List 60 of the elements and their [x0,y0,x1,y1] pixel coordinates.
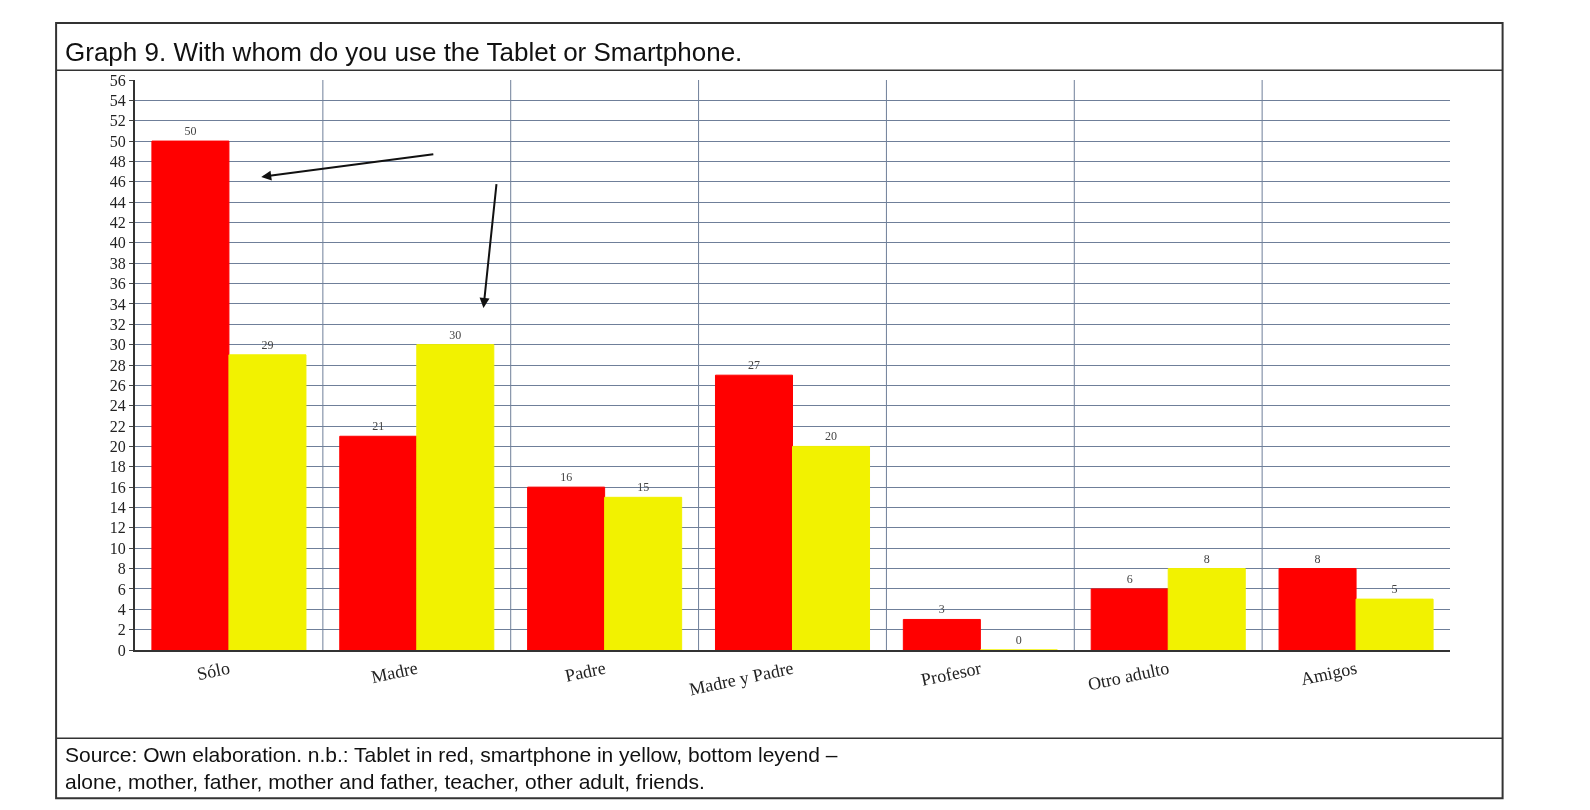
source-note: Source: Own elaboration. n.b.: Tablet in red, smartphone in yellow, bottom leyend – alone, mother, father, mother and father, teacher, other adult, friends. [65,743,838,794]
y-tick-label: 6 [117,580,126,598]
bar [527,486,606,650]
data-label: 16 [560,470,573,485]
y-tick-label: 18 [109,458,126,476]
y-tick-label: 48 [109,153,126,171]
y-tick-label: 50 [109,132,126,150]
bar [1090,588,1169,650]
y-tick-label: 44 [109,193,126,211]
bar [714,374,793,650]
y-tick-label: 8 [117,560,126,578]
y-tick-label: 34 [109,295,126,313]
x-tick-label: Madre y Padre [687,657,796,700]
data-label: 5 [1391,582,1398,597]
y-tick-label: 56 [109,71,126,89]
x-tick-label: Profesor [919,657,984,690]
data-label: 8 [1203,551,1210,566]
data-label: 6 [1126,571,1133,586]
y-tick-label: 14 [109,499,126,517]
x-tick-label: Madre [369,657,420,688]
y-tick-label: 20 [109,438,126,456]
bar [1278,568,1357,650]
chart-title: Graph 9. With whom do you use the Tablet or Smartphone. [65,37,743,67]
y-tick-label: 36 [109,275,126,293]
bar [902,618,981,650]
y-tick-label: 30 [109,336,126,354]
data-label: 20 [825,429,838,444]
bar [151,140,230,650]
y-tick-label: 32 [109,315,126,333]
x-tick-label: Amigos [1298,657,1359,690]
y-tick-label: 42 [109,214,126,232]
bar [1355,598,1434,650]
x-tick-label: Sólo [195,657,232,685]
x-tick-label: Padre [563,657,608,686]
y-tick-label: 46 [109,173,126,191]
x-tick-label: Otro adulto [1086,657,1171,695]
y-tick-label: 22 [109,417,126,435]
y-tick-label: 40 [109,234,126,252]
y-tick-label: 54 [109,91,126,109]
y-tick-label: 52 [109,112,126,130]
data-label: 30 [449,327,462,342]
y-tick-label: 26 [109,376,126,394]
y-tick-label: 10 [109,539,126,557]
bar [604,496,683,650]
data-label: 0 [1015,633,1022,647]
y-tick-label: 16 [109,478,126,496]
bar [416,344,495,650]
bar [792,445,871,650]
bar [228,354,307,650]
y-tick-label: 28 [109,356,126,374]
y-tick-label: 38 [109,254,126,272]
bar [1167,568,1246,650]
y-tick-label: 24 [109,397,126,415]
data-label: 8 [1314,551,1321,566]
y-tick-label: 4 [117,600,126,618]
y-tick-label: 2 [117,621,126,639]
bar [339,435,418,650]
data-label: 50 [184,124,197,139]
y-tick-label: 12 [109,519,126,537]
y-tick-label: 0 [117,641,126,659]
